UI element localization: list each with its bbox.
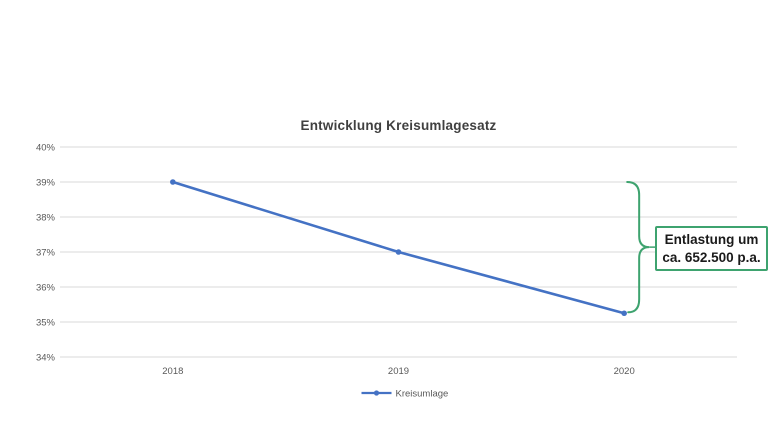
chart-title: Entwicklung Kreisumlagesatz [300, 118, 497, 133]
curly-brace [626, 181, 650, 314]
x-axis-tick-label: 2018 [162, 366, 183, 377]
y-axis-tick-label: 37% [36, 248, 56, 259]
y-axis-tick-label: 36% [36, 283, 56, 294]
data-point-marker [621, 310, 627, 317]
annotation-line1: Entlastung um [664, 231, 759, 247]
data-point-marker [170, 179, 176, 185]
y-axis-tick-label: 38% [36, 213, 56, 224]
y-axis-tick-label: 40% [36, 143, 56, 154]
x-axis-tick-label: 2019 [388, 366, 409, 377]
legend-marker [373, 390, 380, 396]
series-line [171, 180, 626, 315]
annotation-callout: Entlastung um ca. 652.500 p.a. [655, 226, 768, 271]
y-axis-tick-label: 34% [36, 353, 56, 364]
y-axis-tick-label: 39% [36, 178, 56, 189]
x-axis-tick-label: 2020 [614, 366, 635, 377]
annotation-line2: ca. 652.500 p.a. [662, 249, 761, 265]
legend-label: Kreisumlage [396, 389, 449, 400]
y-axis-tick-label: 35% [36, 318, 56, 329]
data-point-marker [395, 249, 402, 255]
